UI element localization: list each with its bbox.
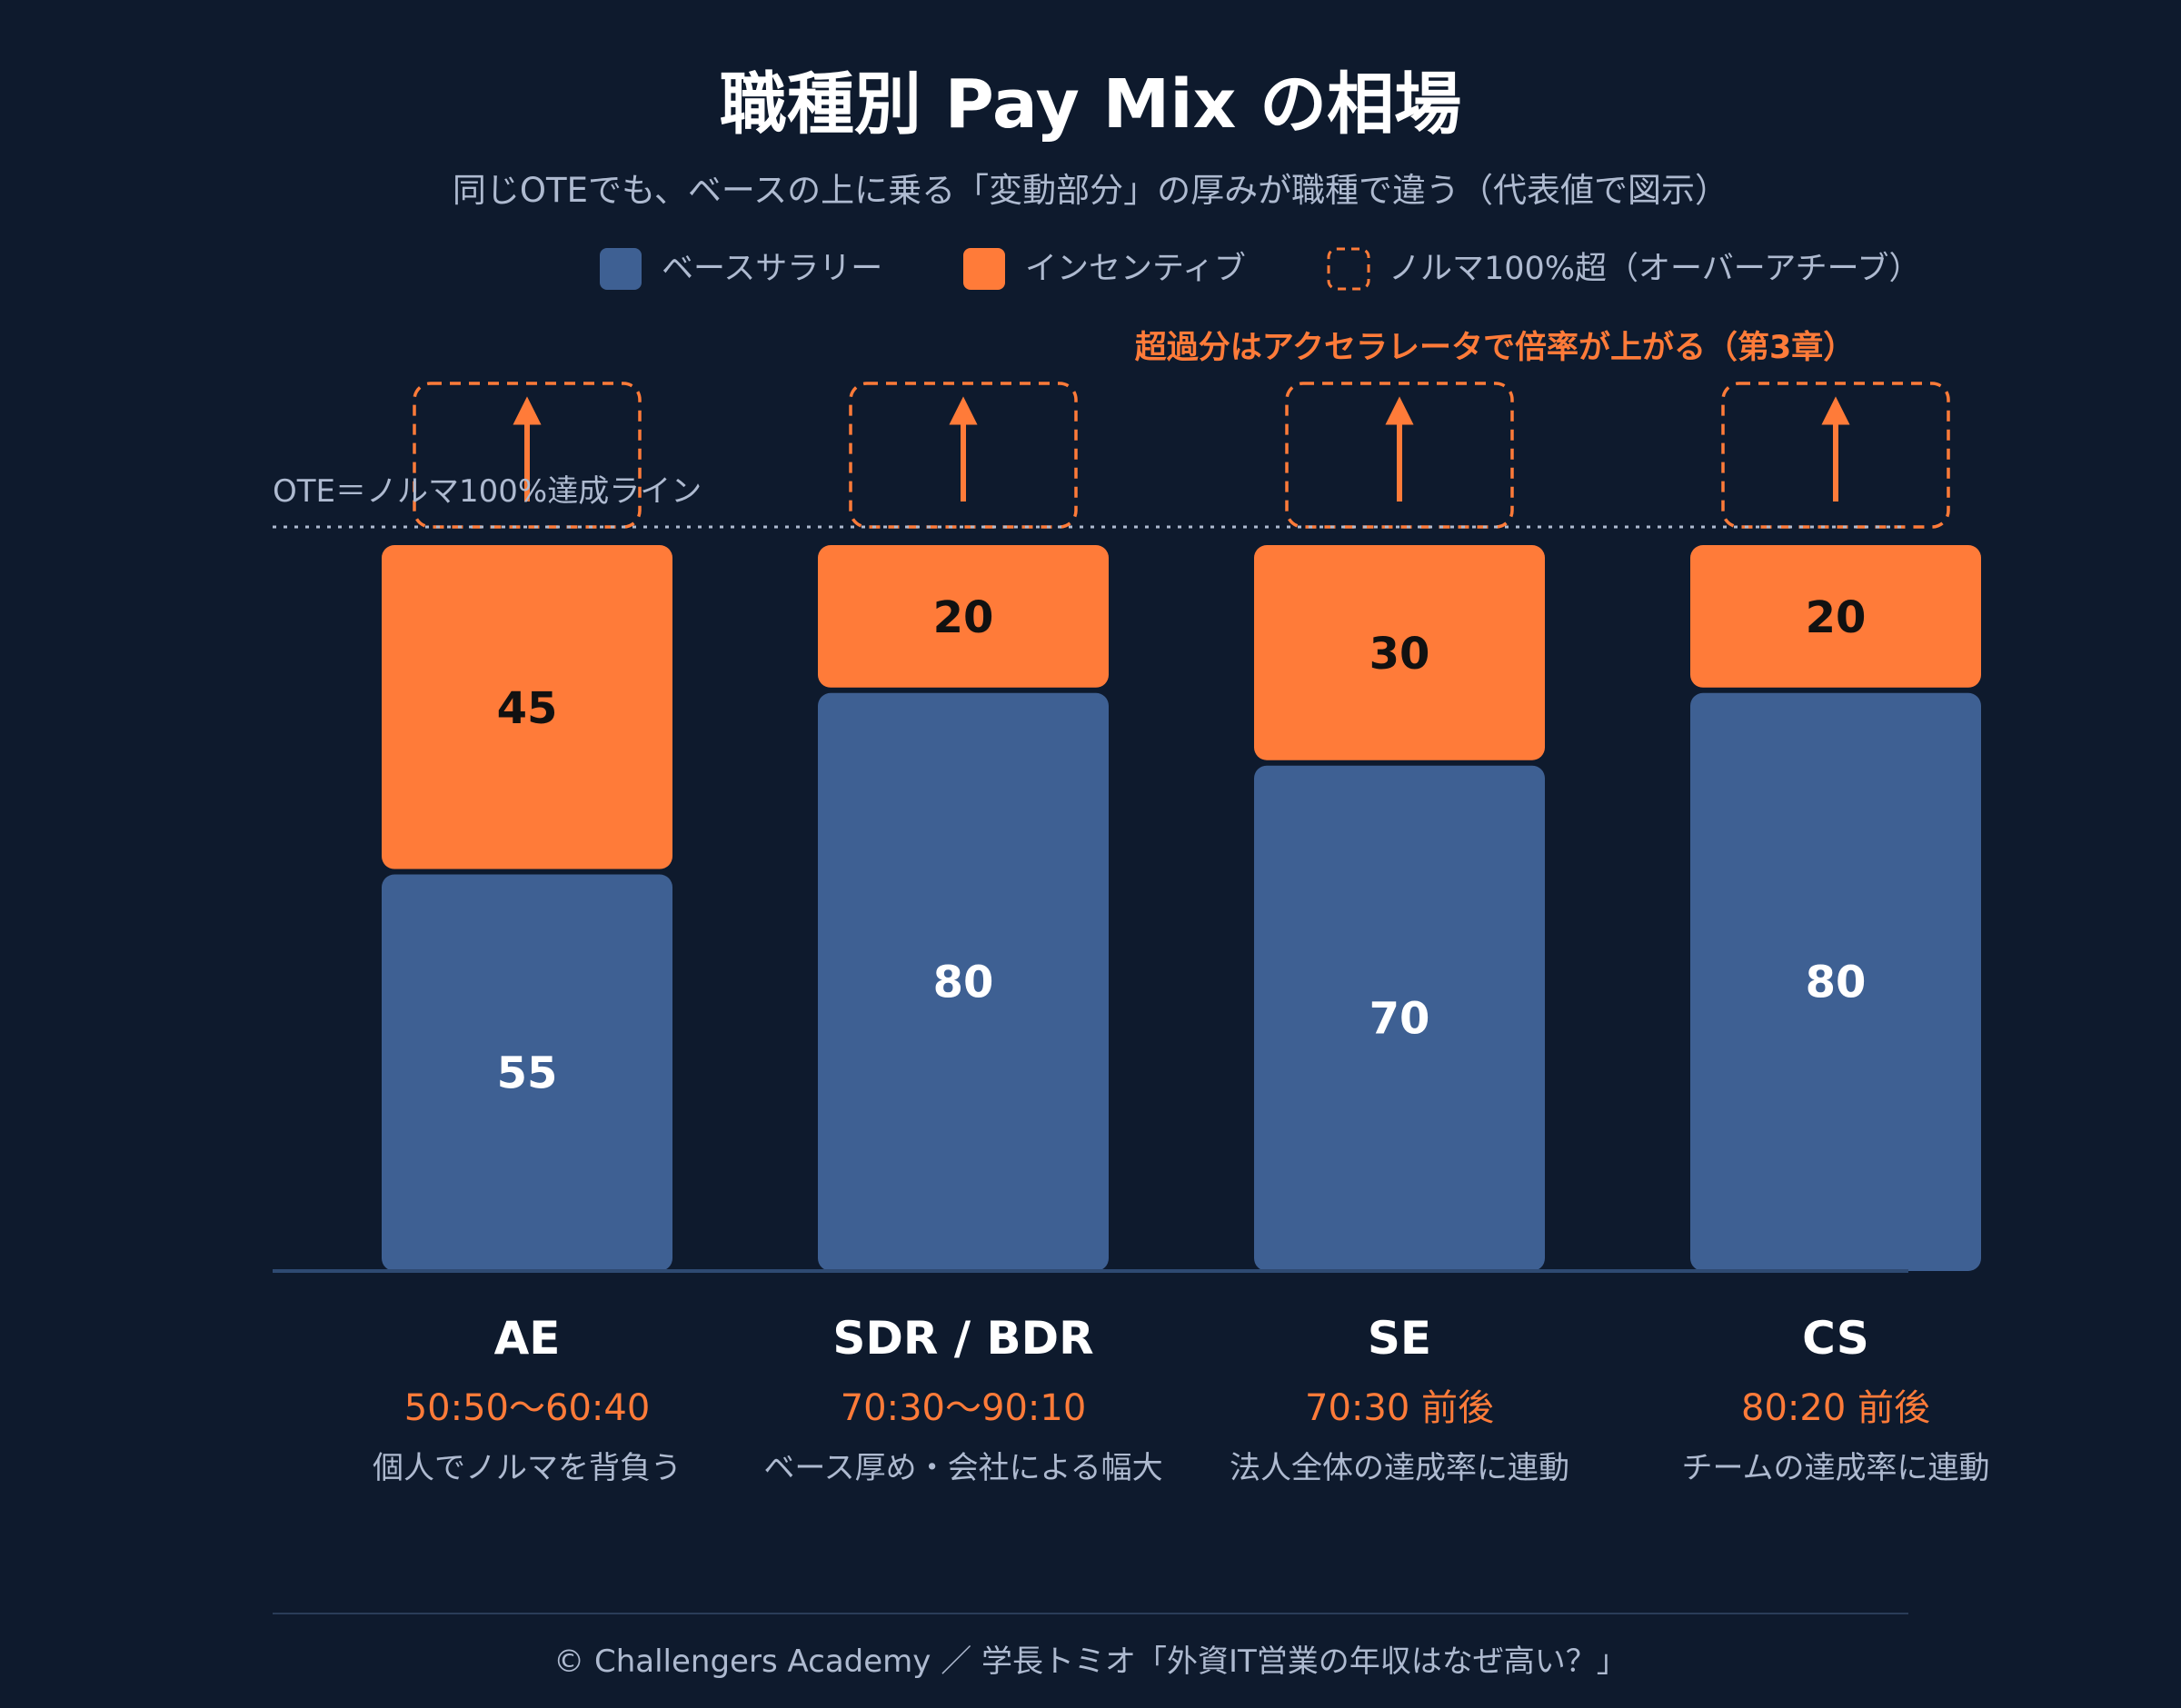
legend-label-overachieve: ノルマ100%超（オーバーアチーブ）: [1389, 251, 1921, 287]
bar-base-label-3: 80: [1806, 957, 1867, 1008]
bar-incentive-label-3: 20: [1806, 592, 1867, 643]
bar-base-1: [818, 692, 1109, 1271]
category-note-2: 法人全体の達成率に連動: [1230, 1450, 1569, 1486]
category-label-2: SE: [1368, 1312, 1431, 1365]
category-ratio-1: 70:30〜90:10: [841, 1387, 1087, 1429]
bar-incentive-2: [1254, 545, 1545, 760]
overachieve-box-2: [1285, 382, 1514, 529]
overachieve-box-0: [413, 382, 642, 529]
bar-base-0: [382, 874, 672, 1271]
category-ratio-0: 50:50〜60:40: [404, 1387, 651, 1429]
bar-base-2: [1254, 765, 1545, 1271]
legend: ベースサラリー インセンティブ ノルマ100%超（オーバーアチーブ）: [600, 247, 1921, 291]
chart-title: 職種別 Pay Mix の相場: [720, 65, 1461, 144]
category-label-3: CS: [1802, 1312, 1869, 1365]
legend-swatch-incentive: [963, 248, 1005, 290]
overachieve-box-3: [1721, 382, 1950, 529]
category-label-1: SDR / BDR: [832, 1312, 1093, 1365]
category-ratio-2: 70:30 前後: [1305, 1387, 1494, 1429]
legend-swatch-overachieve: [1327, 247, 1370, 291]
bar-incentive-label-1: 20: [933, 592, 994, 643]
bar-incentive-label-0: 45: [497, 683, 558, 734]
bar-base-label-0: 55: [497, 1048, 558, 1098]
category-note-0: 個人でノルマを背負う: [373, 1450, 682, 1486]
bar-incentive-0: [382, 545, 672, 869]
footer-credit: © Challengers Academy ／ 学長トミオ「外資IT営業の年収は…: [553, 1643, 1628, 1680]
category-label-0: AE: [494, 1312, 561, 1365]
overachieve-box-1: [849, 382, 1078, 529]
bar-base-3: [1690, 692, 1981, 1271]
category-note-1: ベース厚め・会社による幅大: [763, 1450, 1162, 1486]
category-ratio-3: 80:20 前後: [1741, 1387, 1930, 1429]
ote-line-label: OTE＝ノルマ100%達成ライン: [273, 473, 702, 510]
category-note-3: チームの達成率に連動: [1682, 1450, 1990, 1486]
bar-incentive-3: [1690, 545, 1981, 688]
bar-incentive-label-2: 30: [1369, 629, 1430, 680]
bar-base-label-2: 70: [1369, 993, 1430, 1044]
accelerator-note: 超過分はアクセラレータで倍率が上がる（第3章）: [1135, 329, 1856, 366]
legend-label-base: ベースサラリー: [662, 251, 882, 287]
legend-label-incentive: インセンティブ: [1025, 251, 1246, 287]
bar-base-label-1: 80: [933, 957, 994, 1008]
chart-marks: 55 45 AE 50:50〜60:40 個人でノルマを背負う 80 20 SDR / BDR…: [373, 382, 1990, 1486]
bar-incentive-1: [818, 545, 1109, 688]
chart-subtitle: 同じOTEでも、ベースの上に乗る「変動部分」の厚みが職種で違う（代表値で図示）: [453, 171, 1728, 210]
legend-swatch-base: [600, 248, 642, 290]
